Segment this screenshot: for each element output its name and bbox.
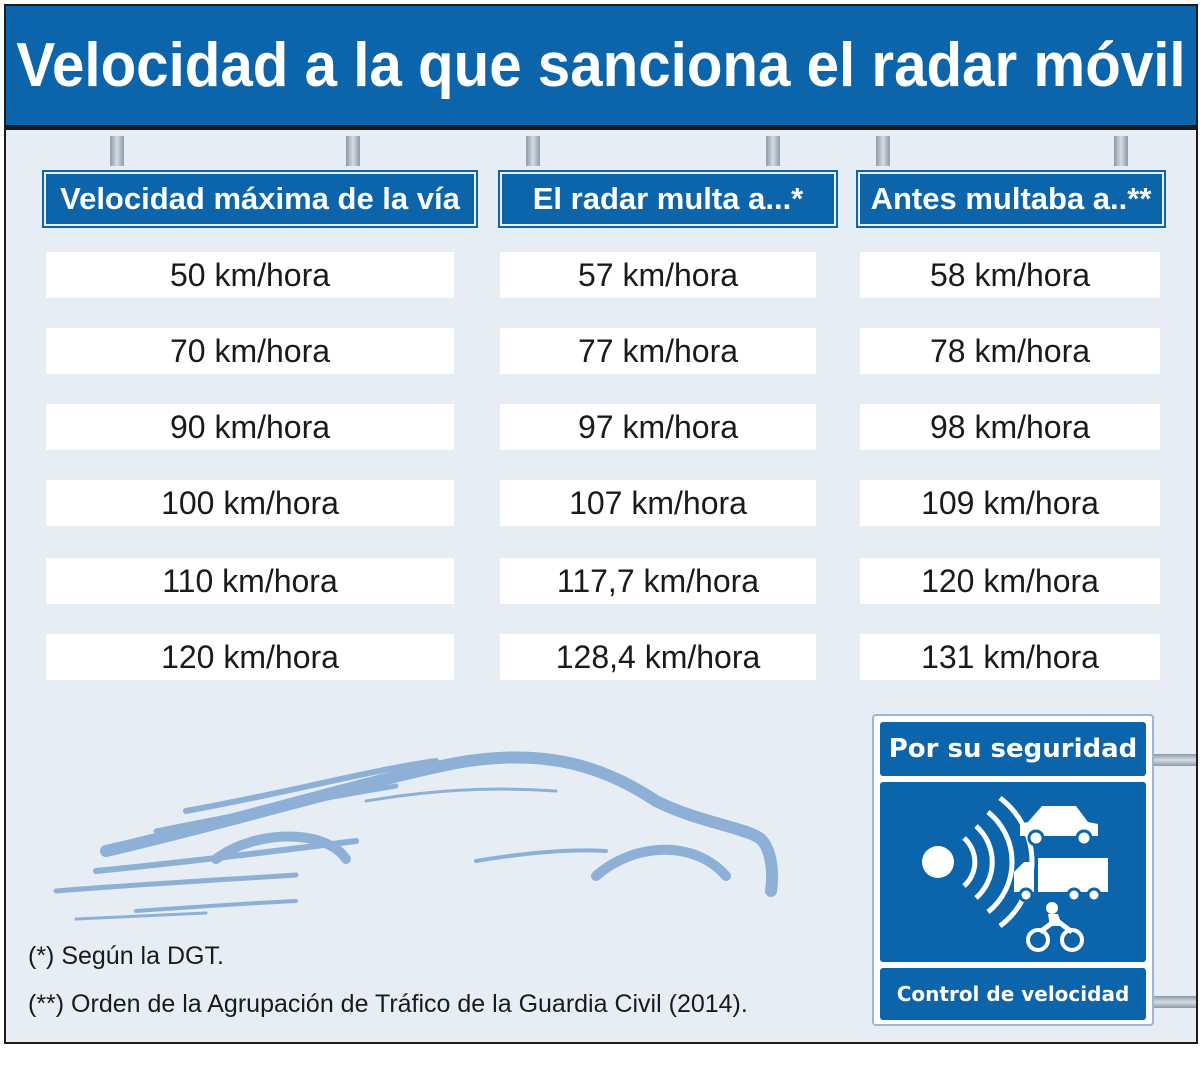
footnote-guardia-civil: (**) Orden de la Agrupación de Tráfico d… — [28, 990, 748, 1018]
car-icon — [1020, 806, 1098, 847]
sign-rail — [1154, 996, 1196, 1008]
table-cell: 100 km/hora — [46, 480, 454, 526]
table-cell: 57 km/hora — [500, 252, 816, 298]
header-post — [346, 136, 360, 166]
table-cell: 50 km/hora — [46, 252, 454, 298]
speeding-car-icon — [53, 751, 779, 921]
table-cell: 110 km/hora — [46, 558, 454, 604]
table-cell: 58 km/hora — [860, 252, 1160, 298]
sign-pictogram — [880, 782, 1146, 962]
sign-top-label: Por su seguridad — [880, 722, 1146, 776]
table-cell: 107 km/hora — [500, 480, 816, 526]
infographic-frame: Velocidad a la que sanciona el radar móv… — [4, 4, 1198, 1044]
table-cell: 98 km/hora — [860, 404, 1160, 450]
column-header-radar-fines: El radar multa a...* — [500, 172, 836, 226]
table-cell: 109 km/hora — [860, 480, 1160, 526]
table-cell: 70 km/hora — [46, 328, 454, 374]
column-header-max-speed: Velocidad máxima de la vía — [44, 172, 476, 226]
page-title: Velocidad a la que sanciona el radar móv… — [16, 31, 1186, 100]
table-cell: 90 km/hora — [46, 404, 454, 450]
header-post — [110, 136, 124, 166]
radar-icon — [922, 796, 1035, 928]
column-header-previous-fines: Antes multaba a..** — [858, 172, 1164, 226]
table-cell: 77 km/hora — [500, 328, 816, 374]
header-post — [766, 136, 780, 166]
table-cell: 128,4 km/hora — [500, 634, 816, 680]
table-cell: 78 km/hora — [860, 328, 1160, 374]
footnote-dgt: (*) Según la DGT. — [28, 942, 224, 970]
motorcycle-icon — [1026, 902, 1084, 952]
header-post — [876, 136, 890, 166]
table-cell: 117,7 km/hora — [500, 558, 816, 604]
truck-icon — [1014, 858, 1108, 903]
sign-bottom-label: Control de velocidad — [880, 968, 1146, 1020]
table-cell: 97 km/hora — [500, 404, 816, 450]
speed-control-sign: Por su seguridad — [872, 714, 1154, 1026]
table-cell: 120 km/hora — [860, 558, 1160, 604]
title-banner: Velocidad a la que sanciona el radar móv… — [6, 6, 1196, 130]
table-cell: 120 km/hora — [46, 634, 454, 680]
header-post — [526, 136, 540, 166]
table-cell: 131 km/hora — [860, 634, 1160, 680]
header-post — [1114, 136, 1128, 166]
sign-rail — [1154, 754, 1196, 766]
